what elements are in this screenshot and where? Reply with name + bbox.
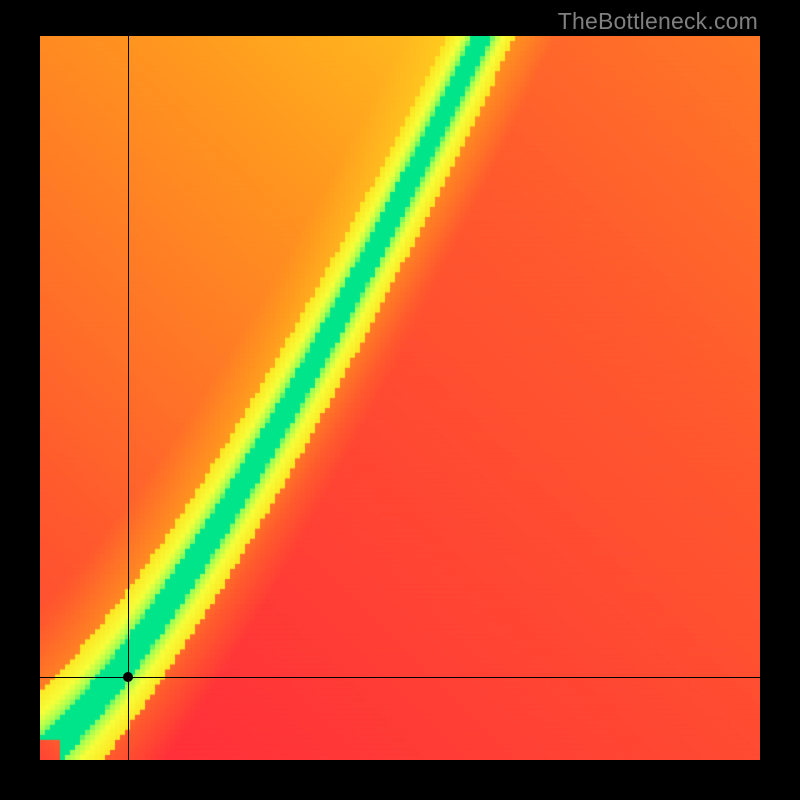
heatmap-plot bbox=[40, 36, 760, 760]
marker-dot bbox=[123, 672, 133, 682]
heatmap-canvas bbox=[40, 36, 760, 760]
watermark-text: TheBottleneck.com bbox=[558, 8, 758, 35]
crosshair-horizontal bbox=[40, 677, 760, 678]
crosshair-vertical bbox=[128, 36, 129, 760]
